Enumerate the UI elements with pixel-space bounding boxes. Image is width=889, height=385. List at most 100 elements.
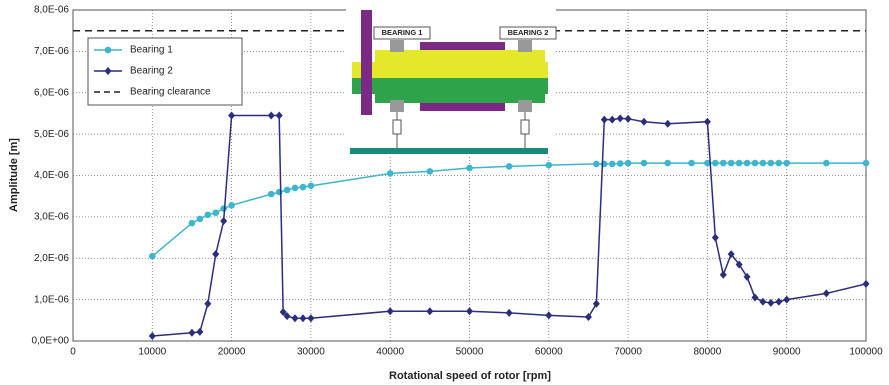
disk — [361, 10, 372, 115]
bearing-1-bottom — [390, 100, 404, 112]
y-tick-label: 8,0E-06 — [34, 5, 69, 16]
marker — [743, 159, 751, 167]
y-tick-label: 1,0E-06 — [34, 294, 69, 305]
marker — [196, 327, 204, 336]
marker — [505, 163, 513, 170]
marker — [624, 159, 632, 167]
marker — [283, 312, 291, 321]
x-tick-label: 50000 — [456, 347, 484, 358]
marker — [545, 161, 553, 169]
marker — [711, 233, 719, 242]
marker — [291, 314, 299, 323]
bearing-2-top — [518, 40, 532, 52]
marker — [228, 111, 236, 120]
y-tick-label: 7,0E-06 — [34, 46, 69, 57]
marker — [624, 114, 632, 123]
marker — [719, 270, 727, 279]
marker — [751, 293, 759, 302]
marker — [584, 313, 592, 322]
marker — [862, 279, 870, 288]
marker — [204, 299, 212, 308]
marker — [640, 159, 648, 167]
marker — [220, 217, 228, 226]
y-tick-label: 5,0E-06 — [34, 129, 69, 140]
x-tick-label: 40000 — [376, 347, 404, 358]
y-tick-label: 4,0E-06 — [34, 170, 69, 181]
marker — [743, 272, 751, 281]
series-line — [151, 162, 866, 257]
marker — [616, 160, 624, 167]
marker — [299, 183, 307, 191]
rotor-upper — [375, 50, 545, 78]
marker — [228, 201, 235, 209]
marker — [735, 260, 743, 269]
marker — [386, 170, 394, 177]
x-tick-label: 80000 — [693, 347, 721, 358]
marker — [775, 297, 783, 306]
label-box — [373, 26, 431, 40]
marker — [775, 159, 783, 167]
marker — [267, 190, 275, 198]
marker — [104, 67, 112, 75]
marker — [608, 115, 616, 124]
marker — [593, 160, 600, 168]
marker — [823, 159, 830, 167]
inset-label: BEARING 1 — [382, 28, 423, 37]
inset-label: BEARING 2 — [508, 28, 549, 37]
x-tick-label: 10000 — [138, 347, 166, 358]
marker — [735, 159, 743, 167]
bearing-2-bottom — [518, 100, 532, 112]
x-tick-label: 60000 — [535, 347, 563, 358]
marker — [426, 307, 434, 316]
legend: Bearing 1 Bearing 2 Bearing clearance — [87, 37, 243, 106]
marker — [759, 159, 767, 167]
marker — [616, 114, 624, 123]
legend-label: Bearing clearance — [130, 87, 211, 98]
marker — [188, 328, 196, 337]
marker — [727, 250, 735, 259]
marker — [751, 159, 759, 167]
marker — [727, 159, 735, 167]
marker — [600, 115, 608, 124]
shaft-bottom — [420, 103, 505, 111]
x-tick-label: 0 — [70, 347, 76, 358]
marker — [104, 46, 112, 54]
marker — [188, 219, 196, 227]
marker — [592, 299, 600, 308]
marker — [212, 250, 220, 259]
marker — [267, 111, 275, 120]
y-tick-label: 3,0E-06 — [34, 212, 69, 223]
marker — [862, 159, 870, 167]
y-axis-label: Amplitude [m] — [8, 138, 20, 212]
x-tick-label: 30000 — [297, 347, 325, 358]
marker — [783, 159, 790, 167]
x-axis-label: Rotational speed of rotor [rpm] — [389, 370, 551, 382]
y-tick-label: 0,0E+00 — [31, 336, 69, 347]
marker — [149, 252, 156, 260]
legend-label: Bearing 1 — [130, 45, 173, 56]
marker — [196, 215, 204, 223]
marker — [759, 297, 767, 306]
marker — [426, 168, 434, 175]
rotor-diagram: BEARING 1 BEARING 2 — [346, 4, 557, 157]
marker — [466, 164, 473, 172]
marker — [703, 117, 711, 126]
marker — [466, 307, 473, 316]
label-box — [499, 26, 557, 40]
marker — [279, 308, 287, 317]
bearing-1-top — [390, 40, 404, 52]
marker — [212, 209, 220, 217]
marker — [767, 159, 775, 167]
shaft-lower — [352, 78, 548, 94]
marker — [640, 117, 648, 126]
marker — [688, 159, 695, 167]
marker — [275, 111, 283, 120]
x-tick-label: 20000 — [218, 347, 246, 358]
x-tick-label: 70000 — [614, 347, 642, 358]
marker — [719, 159, 727, 167]
y-tick-label: 6,0E-06 — [34, 87, 69, 98]
marker — [505, 308, 513, 317]
marker — [767, 298, 775, 307]
series-line — [152, 114, 867, 337]
